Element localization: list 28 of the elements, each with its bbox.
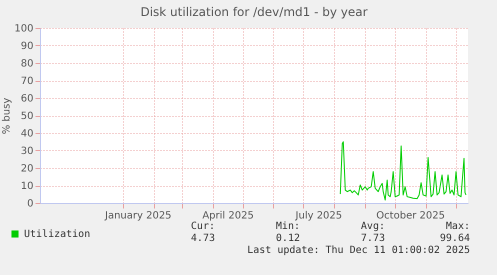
y-tick-label: 0	[27, 198, 34, 210]
y-tick-label: 90	[20, 41, 34, 52]
text: Avg:	[360, 221, 385, 232]
y-tick-label: 50	[20, 111, 34, 122]
text: 7.73	[360, 233, 385, 244]
text: 0.12	[276, 233, 300, 244]
y-tick-label: 40	[20, 128, 34, 140]
text: Min:	[276, 221, 300, 232]
y-tick-label: 80	[20, 58, 34, 70]
y-axis-title: % busy	[1, 98, 12, 134]
line-series	[340, 141, 467, 201]
text: Max:	[446, 221, 470, 232]
text: Cur:	[190, 221, 215, 232]
y-tick-label: 70	[20, 76, 34, 87]
y-tick-label: 100	[14, 24, 34, 34]
y-tick-label: 10	[20, 181, 34, 192]
text: 99.64	[440, 233, 470, 244]
text: 4.73	[190, 233, 215, 244]
x-tick-label: July 2025	[294, 210, 342, 222]
x-tick-label: April 2025	[202, 210, 254, 222]
text: Last update: Thu Dec 11 01:00:02 2025	[247, 245, 470, 256]
x-tick-label: October 2025	[376, 210, 445, 222]
chart-title: Disk utilization for /dev/md1 - by year	[140, 5, 368, 19]
y-tick-label: 20	[20, 164, 34, 174]
x-tick-label: January 2025	[104, 210, 172, 222]
y-tick-label: 60	[20, 94, 34, 104]
legend-label: Utilization	[24, 229, 90, 240]
y-tick-label: 30	[20, 146, 34, 157]
